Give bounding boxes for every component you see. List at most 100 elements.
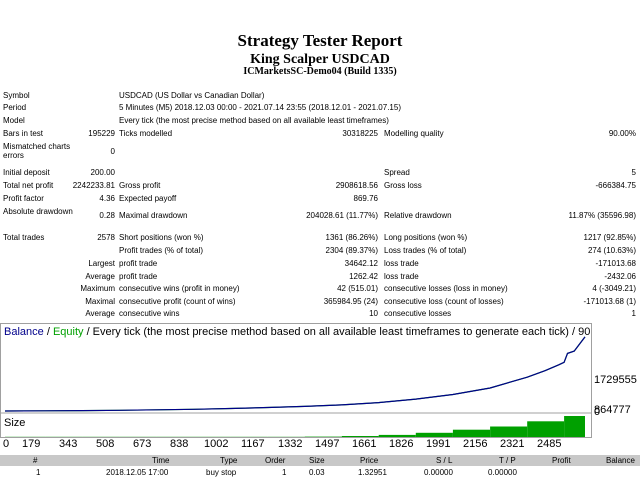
- x-tick: 2485: [537, 438, 562, 450]
- ltrades-value: 274 (10.63%): [587, 246, 636, 255]
- x-tick: 508: [96, 438, 115, 450]
- symbol-value: USDCAD (US Dollar vs Canadian Dollar): [119, 91, 265, 100]
- y-label-zero: 0: [594, 406, 601, 418]
- ep-label: Expected payoff: [119, 194, 177, 203]
- cell-type: buy stop: [206, 468, 237, 477]
- cell-number: 1: [36, 468, 41, 477]
- absdd-label: Absolute drawdown: [3, 207, 73, 216]
- cell-size: 0.03: [309, 468, 325, 477]
- maximal-label: Maximal: [85, 297, 115, 306]
- max-cons-loss-value: -171013.68 (1): [583, 297, 636, 306]
- quality-label: Modelling quality: [384, 129, 444, 138]
- col-type[interactable]: Type: [220, 456, 238, 465]
- orders-table-header: [0, 455, 640, 466]
- spread-label: Spread: [384, 168, 410, 177]
- average2-label: Average: [85, 309, 115, 318]
- net-label: Total net profit: [3, 181, 54, 190]
- col-sl[interactable]: S / L: [436, 456, 453, 465]
- maxdd-label: Maximal drawdown: [119, 211, 188, 220]
- x-tick: 1661: [352, 438, 377, 450]
- max-cons-wins-label: consecutive wins (profit in money): [119, 284, 240, 293]
- avg-cons-wins-value: 10: [369, 309, 378, 318]
- spread-value: 5: [631, 168, 636, 177]
- x-tick: 2321: [500, 438, 525, 450]
- y-label-top: 1729555: [594, 374, 637, 386]
- legend-sep: /: [43, 326, 53, 338]
- ptrades-value: 2304 (89.37%): [325, 246, 378, 255]
- legend-equity: Equity: [52, 326, 84, 338]
- x-tick: 0: [3, 438, 10, 450]
- deposit-value: 200.00: [90, 168, 115, 177]
- x-tick: 1332: [278, 438, 303, 450]
- size-bar: [527, 421, 565, 437]
- gross-loss-label: Gross loss: [384, 181, 422, 190]
- period-value: 5 Minutes (M5) 2018.12.03 00:00 - 2021.0…: [119, 103, 401, 112]
- long-value: 1217 (92.85%): [583, 233, 636, 242]
- balance-line: [4, 336, 586, 412]
- gross-profit-value: 2908618.56: [335, 181, 378, 190]
- cell-order: 1: [282, 468, 287, 477]
- average-loss-label: loss trade: [384, 272, 419, 281]
- balance-chart-svg: [1, 336, 591, 437]
- absdd-value: 0.28: [99, 211, 115, 220]
- quality-value: 90.00%: [608, 129, 636, 138]
- chart-legend: Balance / Equity / Every tick (the most …: [4, 325, 592, 339]
- gross-loss-value: -666384.75: [595, 181, 636, 190]
- period-label: Period: [3, 103, 27, 112]
- largest-label: Largest: [88, 259, 115, 268]
- x-tick: 179: [22, 438, 41, 450]
- model-value: Every tick (the most precise method base…: [119, 116, 389, 125]
- col-balance[interactable]: Balance: [606, 456, 635, 465]
- x-tick: 2156: [463, 438, 488, 450]
- largest-loss-label: loss trade: [384, 259, 419, 268]
- col-price[interactable]: Price: [360, 456, 379, 465]
- ep-value: 869.76: [353, 194, 378, 203]
- cell-tp: 0.00000: [488, 468, 517, 477]
- col-time[interactable]: Time: [152, 456, 170, 465]
- ltrades-label: Loss trades (% of total): [384, 246, 467, 255]
- average-profit-value: 1262.42: [349, 272, 378, 281]
- max-cons-profit-value: 365984.95 (24): [323, 297, 378, 306]
- deposit-label: Initial deposit: [3, 168, 50, 177]
- size-bar: [378, 434, 416, 437]
- short-label: Short positions (won %): [119, 233, 204, 242]
- size-label: Size: [4, 417, 26, 429]
- y-label-mid: 864777: [594, 404, 631, 416]
- largest-profit-value: 34642.12: [344, 259, 378, 268]
- size-bar: [415, 432, 453, 437]
- col-tp[interactable]: T / P: [499, 456, 516, 465]
- x-tick: 1826: [389, 438, 414, 450]
- size-bar: [341, 436, 379, 437]
- x-tick: 838: [170, 438, 189, 450]
- max-cons-wins-value: 42 (515.01): [337, 284, 378, 293]
- max-cons-losses-label: consecutive losses (loss in money): [384, 284, 508, 293]
- size-bar: [564, 416, 585, 437]
- net-value: 2242233.81: [72, 181, 115, 190]
- average-loss-value: -2432.06: [604, 272, 636, 281]
- reldd-value: 11.87% (35596.98): [568, 211, 636, 220]
- average-label: Average: [85, 272, 115, 281]
- avg-cons-wins-label: consecutive wins: [119, 309, 180, 318]
- bars-label: Bars in test: [3, 129, 44, 138]
- ptrades-label: Profit trades (% of total): [119, 246, 204, 255]
- col-size[interactable]: Size: [309, 456, 325, 465]
- max-cons-profit-label: consecutive profit (count of wins): [119, 297, 236, 306]
- col-order[interactable]: Order: [265, 456, 286, 465]
- max-cons-losses-value: 4 (-3049.21): [592, 284, 636, 293]
- col-profit[interactable]: Profit: [552, 456, 571, 465]
- legend-rest: / Every tick (the most precise method ba…: [83, 326, 592, 338]
- size-bar: [490, 426, 528, 437]
- size-bars: [5, 416, 585, 437]
- average-profit-label: profit trade: [119, 272, 158, 281]
- col-number[interactable]: #: [33, 456, 38, 465]
- x-tick: 1167: [241, 438, 265, 450]
- largest-loss-value: -171013.68: [595, 259, 636, 268]
- report-title: Strategy Tester Report: [237, 31, 403, 50]
- ticks-label: Ticks modelled: [119, 129, 173, 138]
- mismatch-label: Mismatched charts errors: [3, 142, 71, 160]
- cell-price: 1.32951: [358, 468, 387, 477]
- legend-balance: Balance: [4, 326, 44, 338]
- avg-cons-losses-value: 1: [631, 309, 636, 318]
- mismatch-value: 0: [110, 147, 115, 156]
- balance-chart: Balance / Equity / Every tick (the most …: [0, 323, 592, 438]
